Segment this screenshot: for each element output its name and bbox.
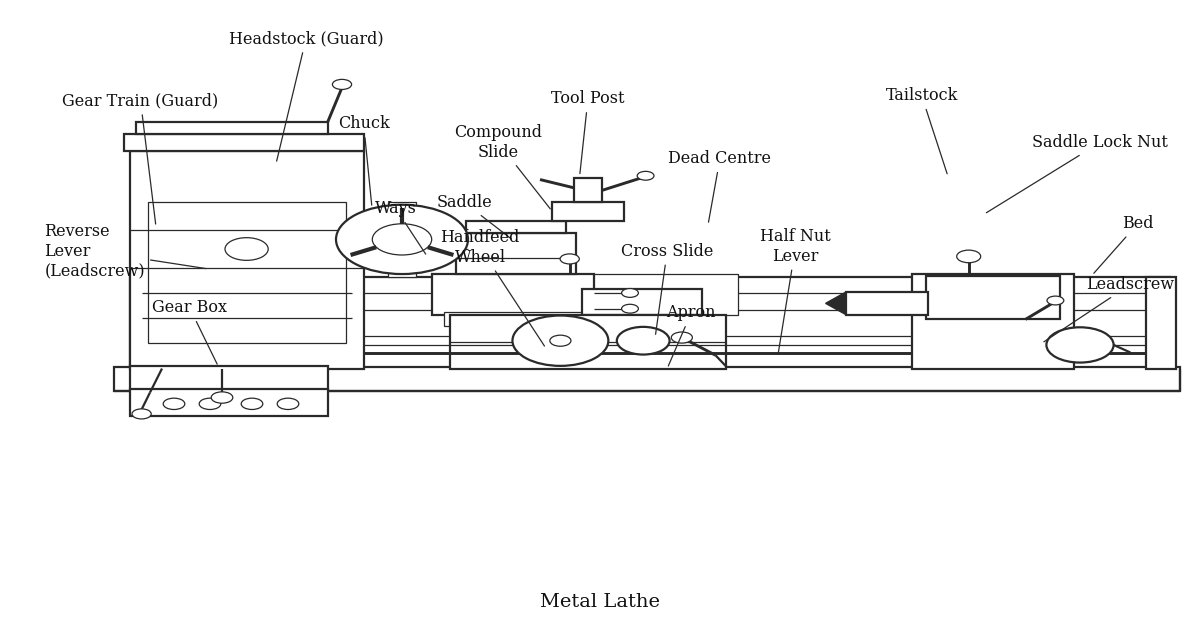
Circle shape [132, 409, 151, 419]
Bar [594, 274, 738, 315]
Bar [1146, 277, 1176, 369]
Text: Dead Centre: Dead Centre [668, 150, 772, 222]
Circle shape [199, 398, 221, 410]
Text: Compound
Slide: Compound Slide [454, 124, 551, 209]
Bar [450, 315, 726, 369]
Bar [926, 276, 1060, 319]
Text: Saddle: Saddle [437, 194, 511, 239]
Circle shape [1046, 296, 1064, 305]
Text: Gear Box: Gear Box [152, 299, 227, 364]
Circle shape [211, 392, 233, 403]
Text: Saddle Lock Nut: Saddle Lock Nut [986, 134, 1168, 213]
Circle shape [336, 205, 468, 274]
Circle shape [622, 304, 638, 313]
Text: Gear Train (Guard): Gear Train (Guard) [62, 93, 218, 224]
Text: Handfeed
Wheel: Handfeed Wheel [440, 229, 545, 346]
Circle shape [637, 171, 654, 180]
Bar [124, 134, 364, 151]
Text: Tool Post: Tool Post [551, 90, 625, 174]
Circle shape [277, 398, 299, 410]
Polygon shape [826, 292, 846, 315]
Circle shape [512, 316, 608, 366]
Bar [130, 389, 328, 416]
Bar [388, 202, 416, 277]
Circle shape [1046, 328, 1114, 363]
Text: Reverse
Lever
(Leadscrew): Reverse Lever (Leadscrew) [44, 223, 206, 280]
Bar [574, 178, 602, 202]
Circle shape [226, 238, 269, 260]
Circle shape [372, 224, 432, 255]
Text: Leadscrew: Leadscrew [1044, 277, 1174, 342]
Bar [552, 202, 624, 220]
Text: Cross Slide: Cross Slide [622, 243, 713, 335]
Text: Chuck: Chuck [337, 115, 390, 205]
Bar [364, 224, 388, 258]
Bar [130, 366, 328, 391]
Bar [148, 202, 346, 343]
Circle shape [617, 327, 670, 355]
Circle shape [622, 289, 638, 297]
Bar [136, 122, 328, 134]
Circle shape [163, 398, 185, 410]
Circle shape [560, 254, 580, 264]
Text: Ways: Ways [376, 200, 426, 254]
Bar [364, 228, 394, 251]
Bar [912, 274, 1074, 369]
Text: Apron: Apron [666, 304, 716, 366]
Circle shape [671, 332, 692, 343]
Bar [432, 274, 594, 315]
Text: Tailstock: Tailstock [886, 87, 958, 174]
Bar [582, 289, 702, 315]
Bar [114, 367, 1180, 391]
Circle shape [241, 398, 263, 410]
Circle shape [550, 335, 571, 347]
Circle shape [956, 250, 980, 263]
Text: Headstock (Guard): Headstock (Guard) [229, 30, 383, 161]
Text: Metal Lathe: Metal Lathe [540, 593, 660, 610]
Bar [456, 233, 576, 274]
Text: Bed: Bed [1094, 215, 1153, 273]
Bar [846, 292, 928, 315]
Bar [466, 220, 566, 233]
Bar [444, 312, 582, 326]
Bar [130, 277, 1170, 369]
Circle shape [332, 79, 352, 89]
Bar [130, 151, 364, 369]
Text: Half Nut
Lever: Half Nut Lever [761, 228, 830, 355]
